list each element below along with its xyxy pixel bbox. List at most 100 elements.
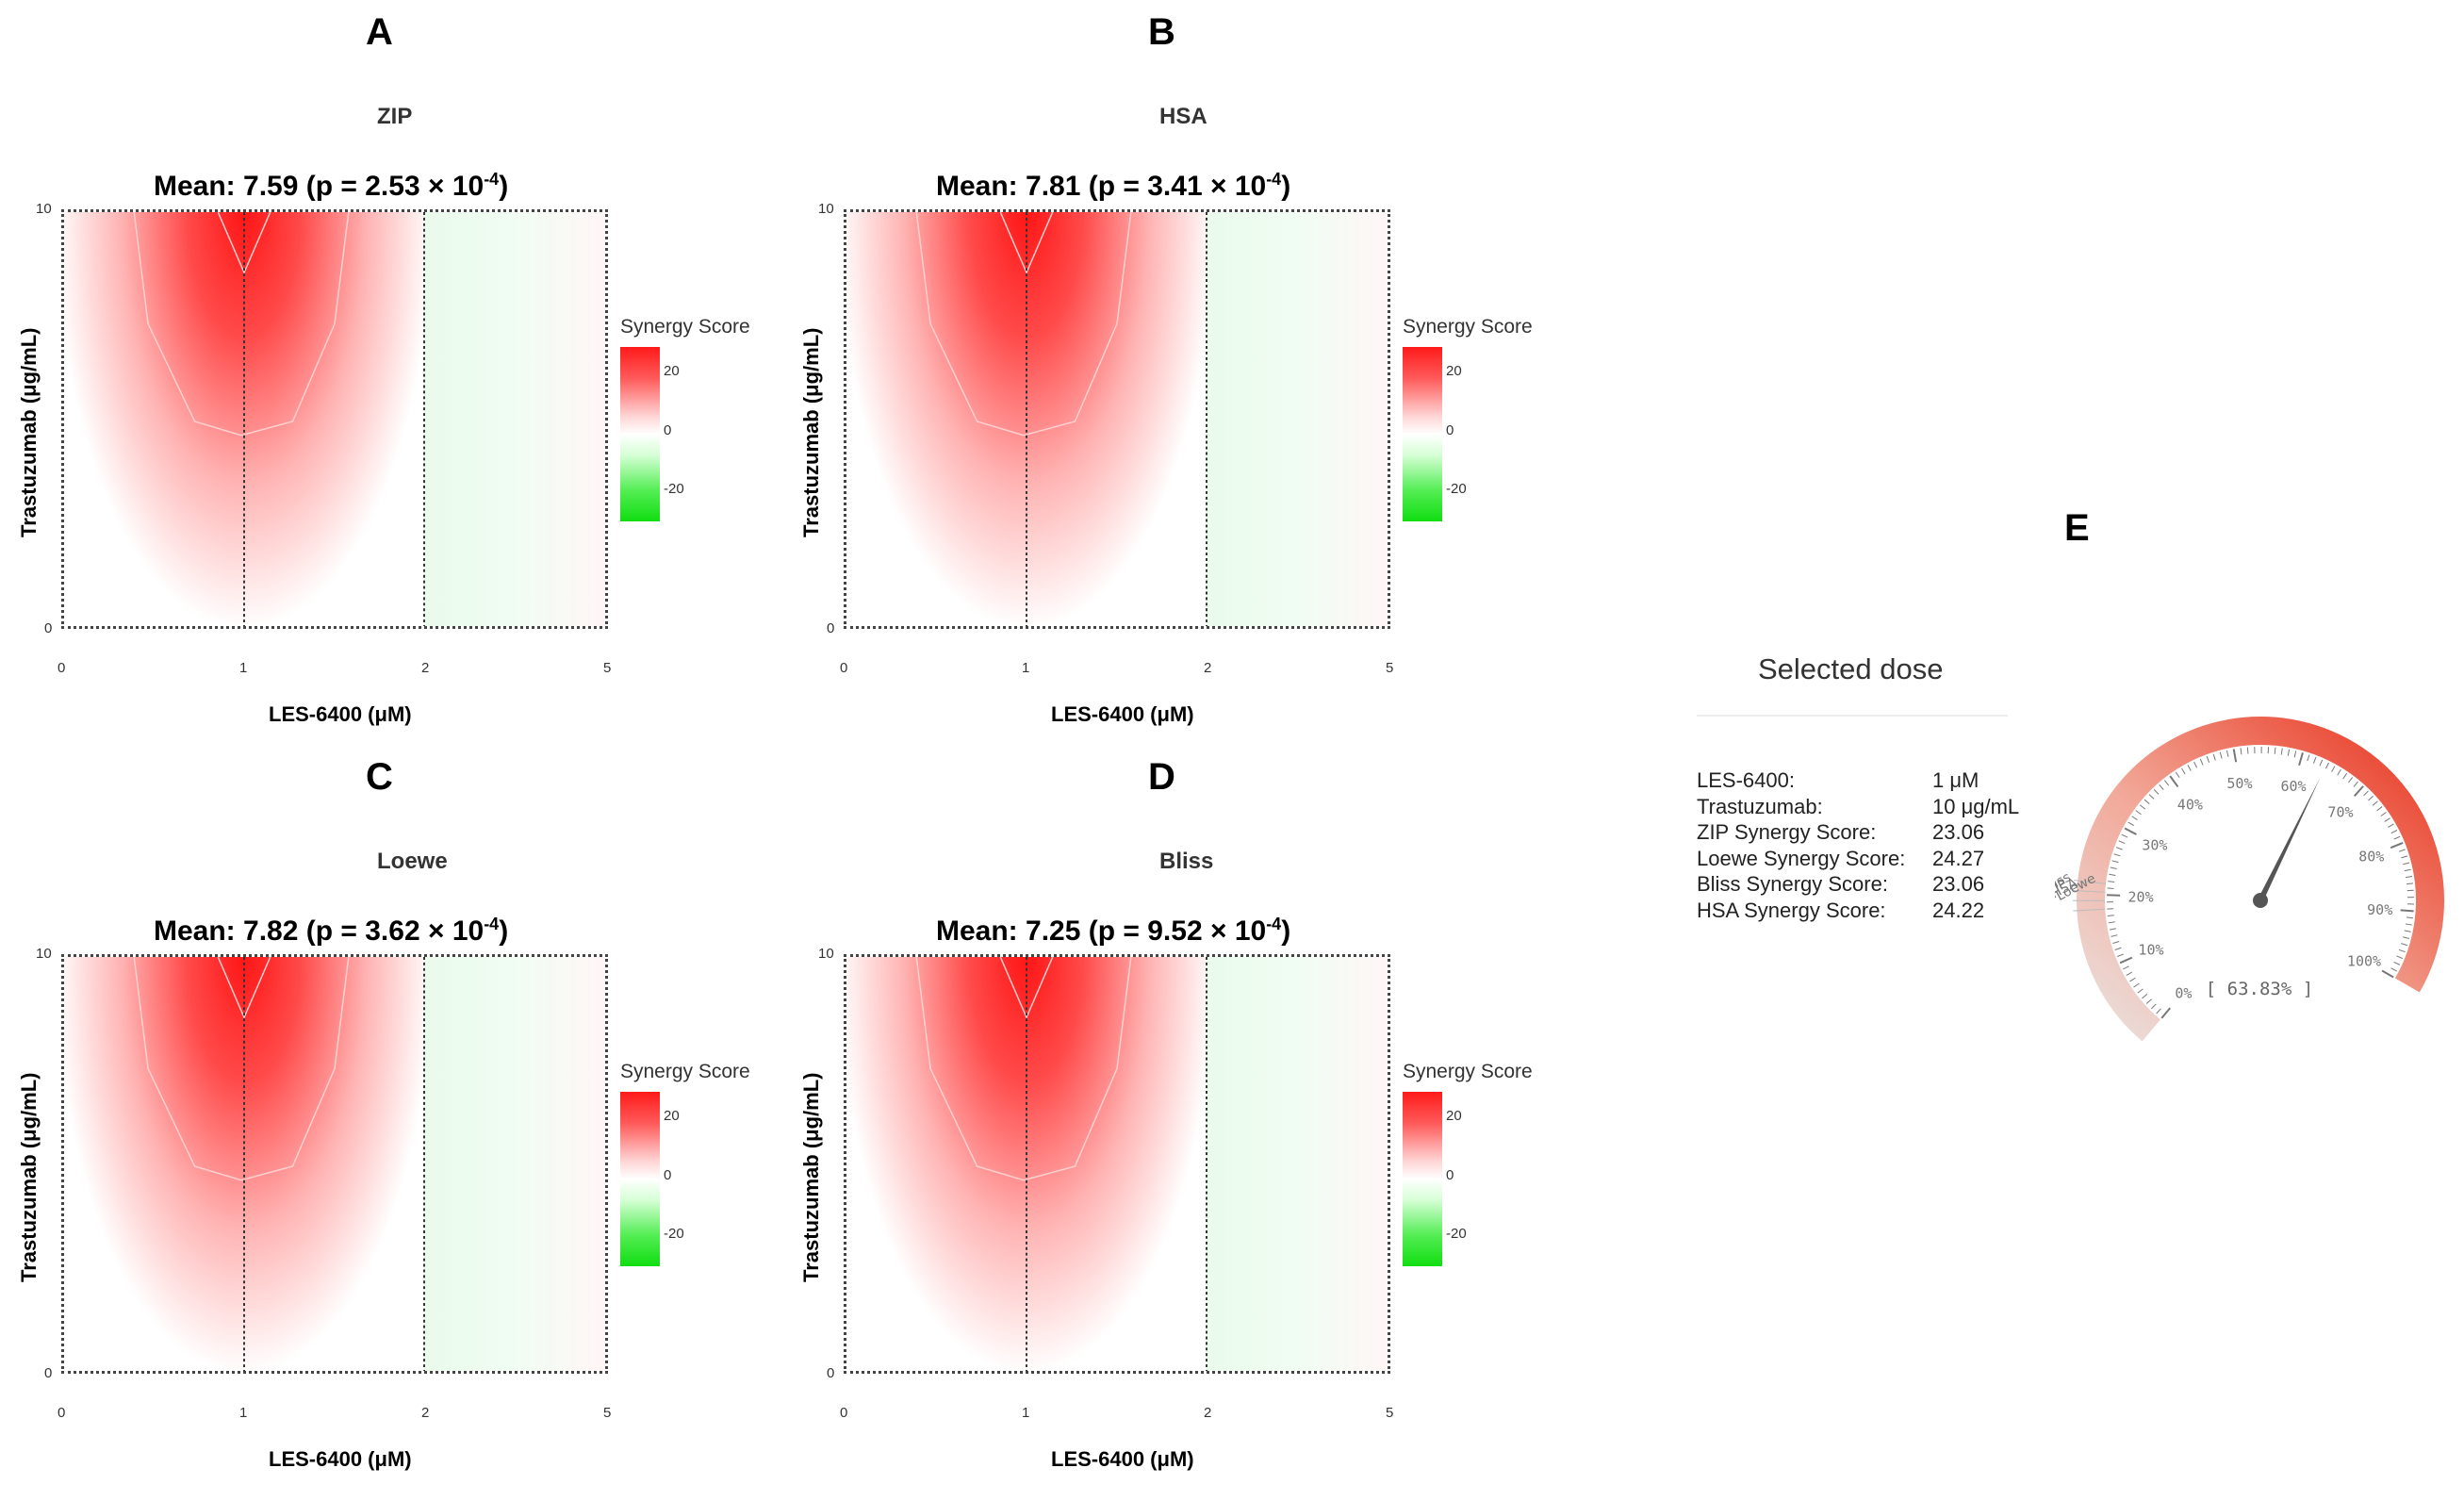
heatmap-svg [64,212,605,626]
gauge-minor-tick [2307,754,2310,762]
gauge-needle-hub [2253,893,2268,908]
gauge-needle [2258,777,2321,902]
x-tick-label: 2 [1204,660,1212,676]
gauge-minor-tick [2393,961,2401,965]
synergy-region-green [424,957,605,1371]
gauge-minor-tick [2153,789,2160,795]
legend-title: Synergy Score [1403,1061,1533,1082]
legend-tick-label: 0 [1446,1167,1454,1183]
x-tick-label: 1 [1022,660,1030,676]
legend-tick-label: 0 [1446,422,1454,438]
heatmap-plot [61,954,608,1374]
gauge-minor-tick [2181,767,2186,775]
contour-outer [133,957,350,1181]
y-tick-label: 10 [818,201,834,217]
gauge-minor-tick [2135,810,2142,816]
dose-row-value: 24.27 [1932,846,1985,870]
gauge-minor-tick [2390,967,2397,972]
gauge-marker-line [2074,880,2107,884]
gauge-minor-tick [2142,994,2148,999]
legend-colorbar [1403,347,1442,521]
mean-title: Mean: 7.25 (p = 9.52 × 10-4) [936,915,1290,948]
gauge-minor-tick [2109,873,2116,876]
gauge-minor-tick [2406,916,2413,919]
gauge-minor-tick [2398,948,2406,953]
gauge-marker-line [2073,889,2106,893]
gauge-tick-label: 60% [2280,778,2306,795]
dose-row-value: 10 μg/mL [1932,794,2020,818]
gauge-minor-tick [2193,761,2198,768]
gauge-minor-tick [2126,971,2133,976]
gauge-minor-tick [2129,977,2136,982]
gauge-minor-tick [2403,862,2410,866]
legend-colorbar [620,347,660,521]
gauge-minor-tick [2380,812,2387,816]
heatmap-plot [844,209,1390,629]
gauge-major-tick [2119,956,2133,965]
mean-exponent: -4 [484,170,500,189]
x-tick-label: 2 [1204,1405,1212,1421]
dose-row-label: HSA Synergy Score: [1697,898,1886,922]
gauge-tick-label: 30% [2142,836,2167,853]
dose-row-value: 1 μM [1932,768,1979,792]
gauge-minor-tick [2384,817,2390,822]
gauge-minor-tick [2112,941,2120,944]
gauge-minor-tick [2402,936,2410,940]
dose-row-value: 23.06 [1932,820,1985,844]
legend-tick-label: -20 [664,1226,684,1242]
x-tick-label: 0 [840,660,848,676]
gauge-minor-tick [2372,800,2378,806]
x-tick-label: 5 [1386,1405,1394,1421]
gauge-minor-tick [2287,749,2291,756]
gauge-minor-tick [2404,930,2411,932]
y-axis-label: Trastuzumab (μg/mL) [799,327,823,537]
x-tick-label: 0 [57,1405,66,1421]
gauge-marker-line [2073,908,2106,912]
method-label: HSA [1159,104,1207,129]
gauge-minor-tick [2396,955,2404,960]
gauge-minor-tick [2163,780,2170,786]
gauge-minor-tick [2398,849,2406,852]
gauge-tick-label: 40% [2177,796,2203,813]
selected-dose-title: Selected dose [1758,652,1944,685]
x-tick-label: 2 [421,1405,430,1421]
contour-inner [999,957,1054,1019]
synergy-region-green [1207,212,1388,626]
contour-outer [915,212,1132,437]
dose-row-label: Trastuzumab: [1697,794,1823,818]
gauge-minor-tick [2319,759,2324,767]
legend-title: Synergy Score [620,316,750,338]
gauge-minor-tick [2405,923,2412,926]
legend-colorbar [1403,1092,1442,1266]
x-tick-label: 2 [421,660,430,676]
legend-colorbar [620,1092,660,1266]
legend-title: Synergy Score [620,1061,750,1082]
gauge-minor-tick [2219,751,2223,759]
y-tick-label: 0 [44,620,53,636]
panel-letter: B [1148,11,1175,53]
gauge-minor-tick [2390,830,2398,834]
synergy-panel-d: D Bliss Mean: 7.25 (p = 9.52 × 10-4) 10 0 0 1 2… [782,745,1555,1480]
gauge-major-tick [2160,1007,2171,1019]
gauge-minor-tick [2376,806,2383,812]
gauge-minor-tick [2115,847,2123,850]
x-tick-label: 1 [239,1405,248,1421]
selected-dose-divider [1697,715,2008,717]
mean-close: ) [499,171,509,202]
gauge-minor-tick [2133,982,2140,988]
y-tick-label: 0 [44,1365,53,1381]
gauge-minor-tick [2363,790,2369,797]
synergy-panel-a: A ZIP Mean: 7.59 (p = 2.53 × 10-4) 10 0 0 1 2 5 L… [0,0,773,735]
gauge-minor-tick [2107,915,2114,916]
mean-exponent: -4 [484,915,500,933]
heatmap-svg [846,957,1388,1371]
gauge-minor-tick [2404,868,2411,872]
gauge-minor-tick [2246,747,2249,754]
gauge-minor-tick [2117,953,2124,957]
gauge-minor-tick [2175,771,2180,779]
x-tick-label: 0 [57,660,66,676]
gauge-minor-tick [2110,866,2117,869]
mean-close: ) [1281,171,1291,202]
gauge-readout: [ 63.83% ] [2206,979,2313,999]
gauge-minor-tick [2109,928,2116,931]
